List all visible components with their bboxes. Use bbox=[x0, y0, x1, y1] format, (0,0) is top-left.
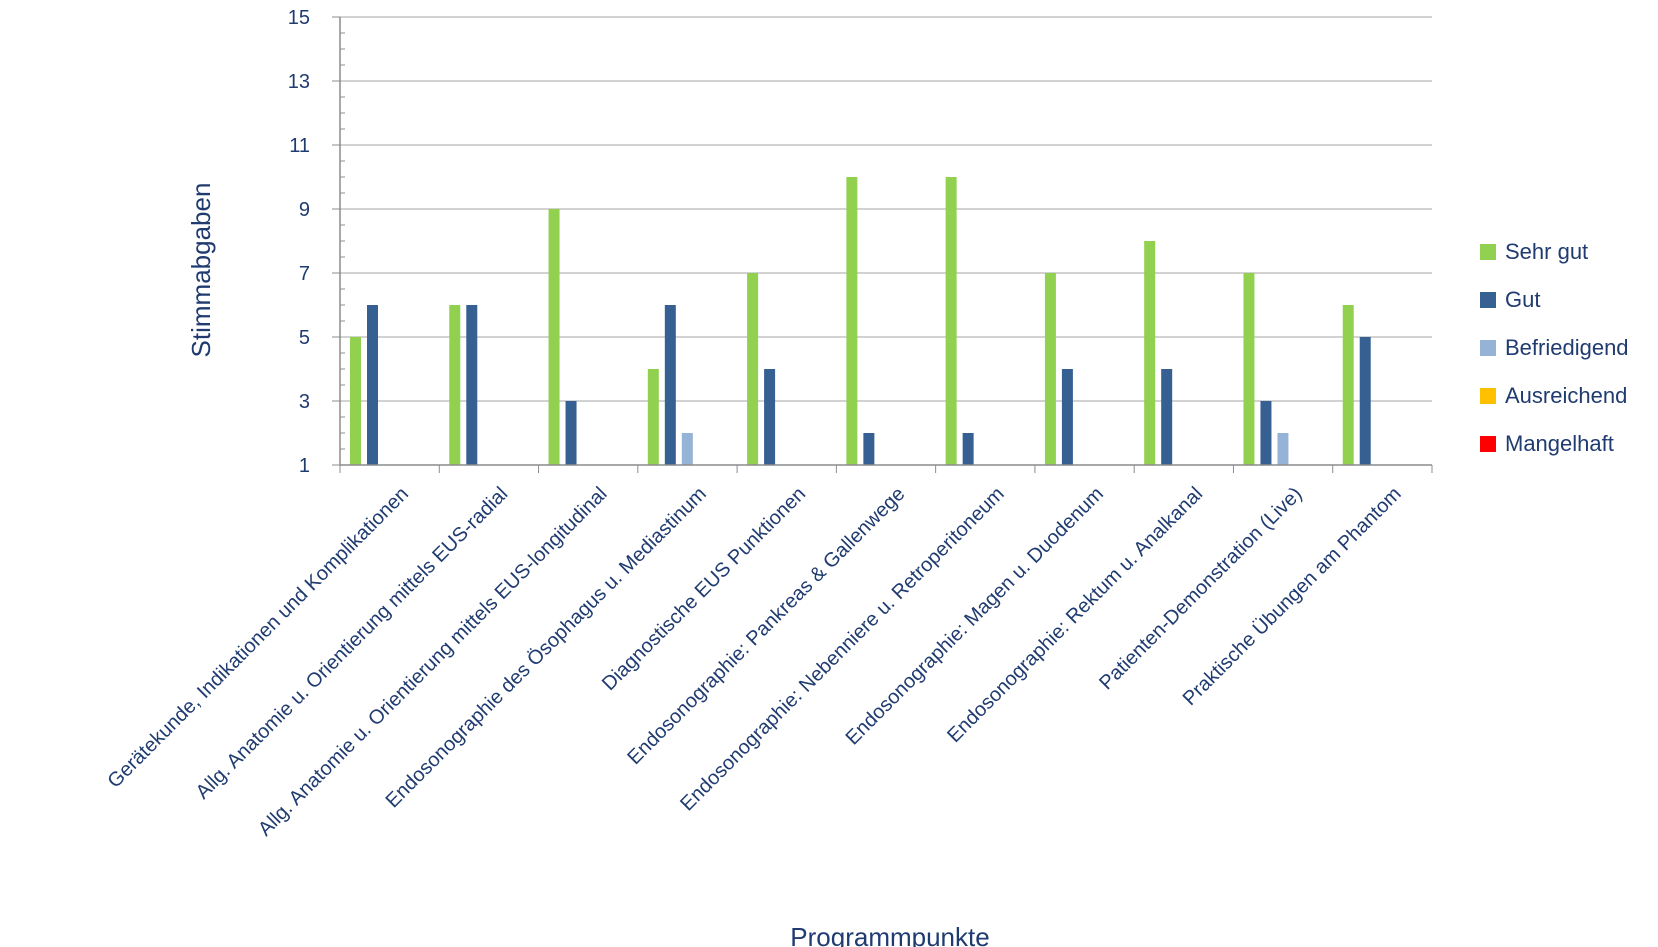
y-tick-label: 7 bbox=[299, 263, 310, 285]
bar-sehr-gut bbox=[846, 177, 858, 465]
x-axis-title: Programmpunkte bbox=[790, 922, 989, 947]
bar-sehr-gut bbox=[747, 273, 759, 465]
y-axis-title: Stimmabgaben bbox=[186, 183, 216, 358]
bar-sehr-gut bbox=[548, 209, 560, 465]
bar-gut bbox=[962, 433, 974, 465]
gridlines bbox=[340, 16, 1432, 402]
y-tick-label: 9 bbox=[299, 199, 310, 221]
bar-sehr-gut bbox=[1342, 305, 1354, 465]
x-category-label: Patienten-Demonstration (Live) bbox=[1095, 483, 1306, 694]
legend-swatch bbox=[1480, 340, 1496, 356]
bar-sehr-gut bbox=[945, 177, 957, 465]
y-tick-label: 11 bbox=[289, 135, 310, 157]
y-tick-label: 3 bbox=[299, 391, 310, 413]
legend: Sehr gut Gut Befriedigend Ausreichend Mangel… bbox=[1480, 239, 1629, 456]
legend-label: Sehr gut bbox=[1505, 239, 1588, 264]
bars bbox=[350, 177, 1371, 465]
bar-gut bbox=[1359, 337, 1371, 465]
x-category-labels: Gerätekunde, Indikationen und Komplikati… bbox=[103, 483, 1405, 840]
bar-gut bbox=[664, 305, 676, 465]
legend-label: Gut bbox=[1505, 287, 1540, 312]
y-tick-label: 13 bbox=[288, 71, 310, 93]
bar-gut bbox=[367, 305, 378, 465]
bar-befriedigend bbox=[1277, 433, 1289, 465]
bar-sehr-gut bbox=[1044, 273, 1056, 465]
bar-sehr-gut bbox=[350, 337, 361, 465]
axes bbox=[332, 16, 1433, 473]
bar-gut bbox=[466, 305, 478, 465]
legend-label: Befriedigend bbox=[1505, 335, 1629, 360]
bar-sehr-gut bbox=[1243, 273, 1255, 465]
legend-swatch bbox=[1480, 244, 1496, 260]
y-tick-label: 5 bbox=[299, 327, 310, 349]
y-tick-label: 1 bbox=[299, 455, 310, 477]
legend-swatch bbox=[1480, 436, 1496, 452]
legend-swatch bbox=[1480, 388, 1496, 404]
y-tick-label: 15 bbox=[288, 7, 310, 29]
x-category-label: Diagnostische EUS Punktionen bbox=[598, 483, 810, 695]
legend-label: Ausreichend bbox=[1505, 383, 1627, 408]
bar-sehr-gut bbox=[1144, 241, 1156, 465]
bar-gut bbox=[863, 433, 875, 465]
bar-gut bbox=[1061, 369, 1073, 465]
bar-sehr-gut bbox=[647, 369, 659, 465]
bar-befriedigend bbox=[681, 433, 693, 465]
x-category-label: Allg. Anatomie u. Orientierung mittels E… bbox=[254, 483, 611, 840]
bar-gut bbox=[764, 369, 776, 465]
bar-sehr-gut bbox=[449, 305, 461, 465]
bar-gut bbox=[1260, 401, 1272, 465]
x-category-label: Endosonographie: Nebenniere u. Retroperi… bbox=[676, 483, 1008, 815]
legend-swatch bbox=[1480, 292, 1496, 308]
legend-label: Mangelhaft bbox=[1505, 431, 1614, 456]
x-category-label: Praktische Übungen am Phantom bbox=[1179, 483, 1406, 710]
bar-gut bbox=[1161, 369, 1173, 465]
bar-gut bbox=[565, 401, 577, 465]
